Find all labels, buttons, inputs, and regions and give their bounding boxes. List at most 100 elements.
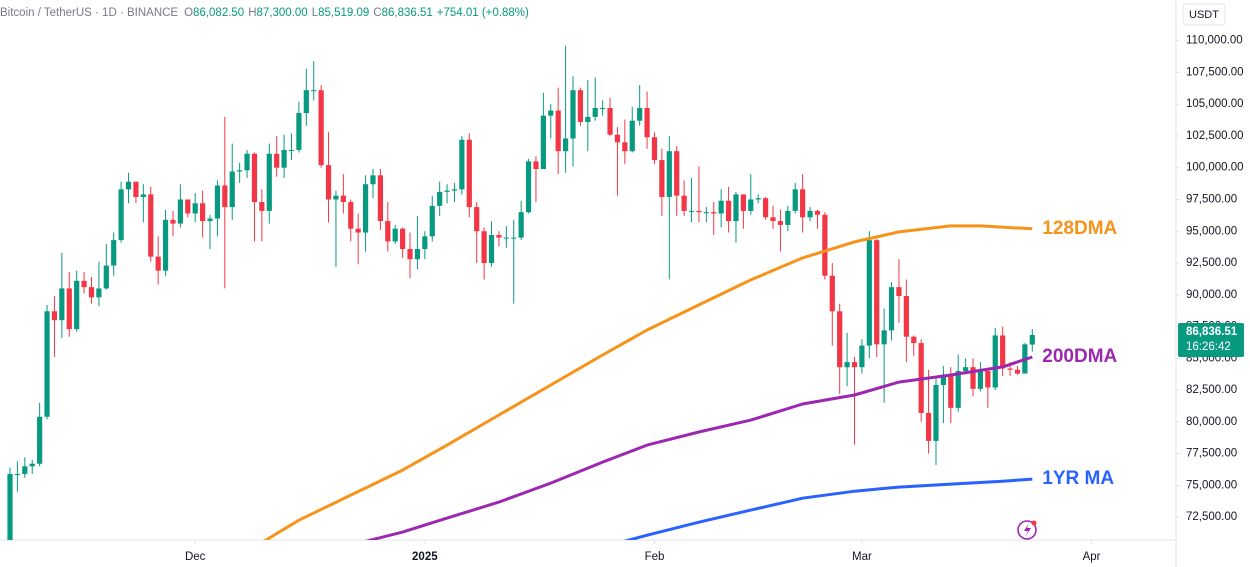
moving-average-line bbox=[623, 477, 1033, 540]
candle-body bbox=[837, 311, 843, 368]
candle-body bbox=[29, 463, 35, 467]
candle-body bbox=[1014, 369, 1021, 374]
field-key: O bbox=[184, 7, 193, 19]
candle-body bbox=[985, 371, 991, 388]
candle-body bbox=[740, 194, 746, 211]
candle-body bbox=[444, 190, 450, 192]
candle-body bbox=[770, 217, 776, 222]
candle-body bbox=[977, 371, 984, 389]
candle-body bbox=[266, 153, 272, 211]
candle-body bbox=[829, 275, 835, 312]
candle-body bbox=[251, 153, 258, 203]
candle-body bbox=[466, 139, 472, 208]
candle-body bbox=[348, 202, 354, 229]
y-tick-label: 82,500.00 bbox=[1186, 384, 1237, 396]
candle-body bbox=[133, 181, 139, 197]
candle-body bbox=[674, 151, 680, 196]
y-tick-label: 107,500.00 bbox=[1186, 66, 1244, 78]
candle-body bbox=[229, 171, 235, 208]
moving-average-line bbox=[263, 224, 1033, 540]
candle-body bbox=[118, 189, 124, 241]
candle-body bbox=[711, 212, 717, 214]
y-tick-label: 105,000.00 bbox=[1186, 98, 1244, 110]
x-tick-label: Dec bbox=[185, 551, 206, 563]
candle-body bbox=[140, 194, 146, 197]
candle-body bbox=[185, 199, 191, 214]
candle-body bbox=[407, 249, 413, 260]
candle-body bbox=[429, 205, 435, 237]
last-price-badge bbox=[1178, 322, 1244, 357]
line-label: 1YR MA bbox=[1042, 468, 1114, 489]
candle-body bbox=[807, 210, 813, 218]
icon-bolt[interactable] bbox=[1024, 523, 1031, 537]
field-key: L bbox=[312, 7, 319, 19]
candle-body bbox=[540, 115, 546, 169]
candle-body bbox=[607, 108, 613, 135]
candle-body bbox=[96, 288, 102, 298]
countdown: 16:26:42 bbox=[1186, 341, 1231, 353]
y-tick-label: 95,000.00 bbox=[1186, 225, 1237, 237]
candle-body bbox=[888, 287, 895, 331]
icon-dot[interactable] bbox=[1031, 520, 1037, 526]
y-tick-label: 90,000.00 bbox=[1186, 289, 1237, 301]
candle-body bbox=[548, 110, 554, 116]
candle-body bbox=[970, 367, 976, 389]
candle-body bbox=[940, 374, 946, 385]
candle-body bbox=[911, 336, 917, 344]
change: +754.01 (+0.88%) bbox=[437, 7, 529, 19]
currency[interactable]: USDT bbox=[1189, 9, 1219, 21]
candle-body bbox=[274, 153, 280, 168]
x-tick-label: 2025 bbox=[412, 551, 438, 563]
legend-header: Bitcoin / TetherUS · 1D · BINANCE O86,082… bbox=[0, 7, 529, 19]
candle-body bbox=[666, 151, 672, 197]
candle-body bbox=[614, 134, 621, 143]
candle-body bbox=[659, 160, 665, 197]
y-tick-label: 100,000.00 bbox=[1186, 162, 1244, 174]
candle-body bbox=[222, 185, 228, 208]
candle-body bbox=[525, 161, 532, 213]
candle-body bbox=[651, 137, 658, 161]
candle-body bbox=[340, 195, 346, 203]
candle-body bbox=[370, 175, 376, 185]
candle-body bbox=[637, 108, 643, 121]
candle-body bbox=[763, 198, 769, 218]
y-tick-label: 97,500.00 bbox=[1186, 194, 1237, 206]
field-value: 86,836.51 bbox=[382, 7, 433, 19]
candle-body bbox=[562, 138, 569, 152]
candle-body bbox=[22, 466, 28, 474]
candle-body bbox=[755, 198, 761, 200]
candle-body bbox=[437, 191, 443, 206]
candle-body bbox=[214, 185, 221, 219]
x-tick-label: Apr bbox=[1083, 551, 1101, 563]
y-tick-label: 80,000.00 bbox=[1186, 416, 1237, 428]
candle-body bbox=[51, 311, 58, 321]
candle-body bbox=[844, 362, 850, 368]
candle-body bbox=[451, 189, 458, 191]
currency-box[interactable] bbox=[1182, 3, 1226, 26]
candle-body bbox=[385, 221, 391, 242]
candle-body bbox=[81, 280, 87, 288]
candle-body bbox=[933, 384, 939, 441]
candle-body bbox=[963, 367, 969, 372]
field-value: 87,300.00 bbox=[257, 7, 308, 19]
icon-circle[interactable] bbox=[1017, 520, 1037, 540]
candle-body bbox=[200, 203, 206, 222]
candle-body bbox=[111, 240, 117, 266]
candle-body bbox=[259, 202, 265, 211]
candle-body bbox=[748, 199, 754, 211]
x-tick-label: Mar bbox=[852, 551, 872, 563]
candle-body bbox=[14, 473, 21, 475]
candle-body bbox=[59, 288, 65, 321]
alert-icon[interactable] bbox=[1017, 520, 1037, 540]
candle-body bbox=[44, 311, 50, 417]
candle-body bbox=[237, 170, 243, 172]
candle-body bbox=[148, 194, 154, 257]
candle-body bbox=[555, 110, 561, 152]
last-price-label: 86,836.51 bbox=[1186, 326, 1238, 338]
candle-body bbox=[881, 330, 887, 345]
candle-body bbox=[622, 142, 628, 152]
candle-body bbox=[896, 287, 902, 297]
candle-body bbox=[681, 195, 687, 211]
candle-body bbox=[585, 116, 591, 122]
